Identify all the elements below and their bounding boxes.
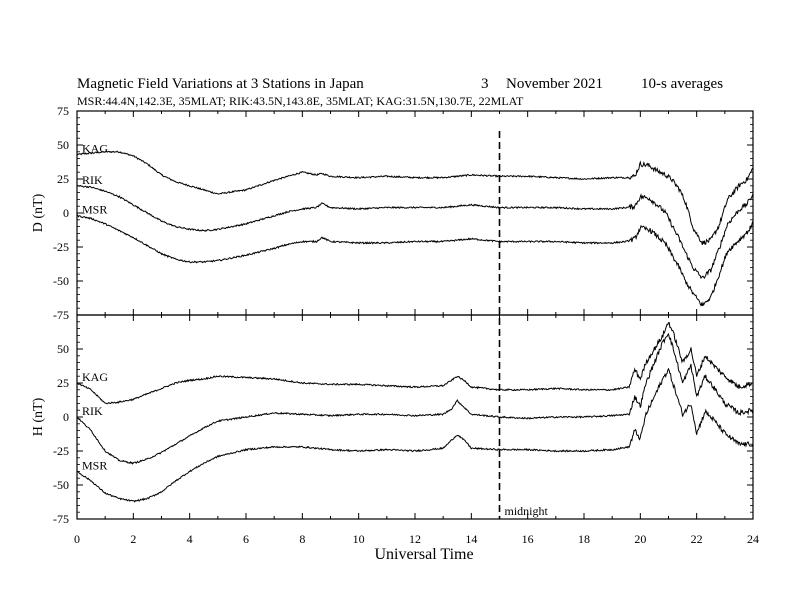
x-tick-label: 24 [747, 532, 759, 546]
series-line-msr-D [76, 214, 754, 307]
series-line-rik-D [76, 184, 754, 280]
series-label-rik: RIK [82, 173, 103, 187]
y-tick-label: -25 [53, 444, 69, 458]
station-info: MSR:44.4N,142.3E, 35MLAT; RIK:43.5N,143.… [77, 94, 524, 108]
panel-D: 75 50 25 0 -25 -50 -75 D (nT) KAG RIK MSR [31, 104, 754, 322]
y-tick-label: 0 [63, 410, 69, 424]
x-tick-label: 16 [522, 532, 534, 546]
y-tick-label: -50 [53, 274, 69, 288]
x-tick-label: 2 [130, 532, 136, 546]
x-tick-label: 10 [353, 532, 365, 546]
x-tick-label: 12 [409, 532, 421, 546]
series-line-msr-H [76, 367, 754, 503]
x-tick-label: 6 [243, 532, 249, 546]
y-tick-label: -25 [53, 240, 69, 254]
x-tick-label: 0 [74, 532, 80, 546]
x-tick-label: 22 [691, 532, 703, 546]
y-tick-label: -50 [53, 478, 69, 492]
y-tick-label: -75 [53, 512, 69, 526]
plot-panels: 75 50 25 0 -25 -50 -75 D (nT) KAG RIK MSR 50 25 0 -25 -… [31, 104, 759, 546]
y-tick-label: 25 [57, 376, 69, 390]
series-line-kag-H [77, 322, 753, 405]
y-axis-label-H: H (nT) [31, 397, 46, 436]
x-tick-label: 4 [187, 532, 193, 546]
date-day: 3 [481, 76, 489, 92]
averaging-label: 10-s averages [641, 76, 723, 92]
series-line-kag-D [76, 150, 754, 246]
x-tick-label: 18 [578, 532, 590, 546]
y-tick-label: -75 [53, 308, 69, 322]
date-month: November [506, 76, 569, 92]
y-axis-label-D: D (nT) [31, 193, 46, 232]
date-year: 2021 [573, 76, 603, 92]
y-tick-label: 50 [57, 342, 69, 356]
plot-frame-D [76, 110, 754, 316]
series-label-msr: MSR [82, 458, 107, 472]
plot-frame-H [76, 314, 754, 520]
chart-title: Magnetic Field Variations at 3 Stations … [77, 76, 364, 92]
series-line-rik-H [76, 332, 754, 465]
series-label-rik: RIK [82, 404, 103, 418]
series-label-kag: KAG [82, 142, 108, 156]
x-axis-label: Universal Time [374, 546, 473, 563]
y-tick-label: 25 [57, 172, 69, 186]
y-tick-label: 0 [63, 206, 69, 220]
chart-header: Magnetic Field Variations at 3 Stations … [77, 76, 723, 108]
x-tick-label: 14 [465, 532, 477, 546]
x-tick-label: 8 [299, 532, 305, 546]
x-tick-label: 20 [634, 532, 646, 546]
series-label-msr: MSR [82, 203, 107, 217]
midnight-label: midnight [505, 504, 549, 518]
series-label-kag: KAG [82, 370, 108, 384]
y-tick-label: 50 [57, 138, 69, 152]
y-tick-label: 75 [57, 104, 69, 118]
